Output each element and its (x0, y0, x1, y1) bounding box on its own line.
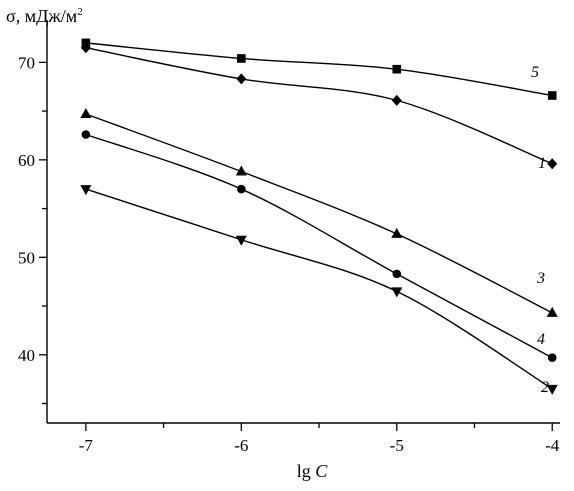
series-label-5: 5 (531, 64, 539, 81)
series-line-2 (85, 188, 553, 390)
series-5 (81, 38, 557, 100)
data-point-circle (392, 269, 402, 279)
data-point-circle (547, 353, 557, 362)
data-point-circle (237, 184, 246, 194)
data-point-triangle-down (391, 287, 403, 298)
data-point-square (81, 38, 91, 48)
series-4 (81, 130, 557, 362)
series-line-5 (85, 42, 553, 97)
y-axis-title: σ, мДж/м2 (6, 6, 83, 26)
data-point-square (547, 91, 557, 100)
data-point-triangle-down (546, 384, 558, 395)
series-line-4 (85, 133, 553, 359)
x-axis-title-text: lg (297, 461, 316, 481)
x-tick-label: -7 (79, 436, 94, 455)
data-point-triangle-down (80, 185, 92, 196)
x-tick-label: -4 (545, 436, 560, 455)
data-point-triangle-down (235, 235, 247, 246)
y-axis-title-superscript: 2 (77, 6, 83, 18)
x-axis-title-variable: C (315, 461, 328, 481)
y-tick-label: 70 (18, 53, 35, 72)
data-point-triangle-up (546, 306, 558, 317)
series-label-1: 1 (538, 155, 546, 172)
x-axis-title: lg C (297, 461, 329, 481)
series-label-2: 2 (541, 379, 549, 396)
y-ticks: 40 50 60 70 (18, 53, 47, 405)
y-axis-title-text: σ, мДж/м (6, 6, 77, 26)
data-point-triangle-up (80, 108, 92, 119)
x-ticks: -7 -6 -5 -4 (79, 423, 560, 455)
data-point-triangle-up (235, 165, 247, 176)
series-label-4: 4 (537, 331, 545, 348)
y-tick-label: 60 (18, 151, 35, 170)
data-point-square (392, 64, 402, 74)
series-label-3: 3 (536, 270, 545, 287)
data-point-circle (81, 130, 91, 139)
data-point-diamond (391, 94, 402, 106)
series-line-3 (85, 113, 553, 314)
series-group (80, 38, 558, 395)
series-3 (80, 108, 558, 317)
data-point-diamond (236, 73, 247, 85)
x-tick-label: -6 (234, 436, 248, 455)
data-point-diamond (547, 158, 558, 170)
data-point-triangle-up (391, 227, 403, 238)
series-labels: 1 2 3 4 5 (531, 64, 549, 396)
y-tick-label: 50 (18, 248, 35, 267)
series-1 (80, 42, 558, 170)
series-line-1 (85, 47, 553, 165)
series-2 (80, 185, 558, 395)
y-tick-label: 40 (18, 346, 35, 365)
x-tick-label: -5 (390, 436, 404, 455)
data-point-square (237, 54, 246, 63)
